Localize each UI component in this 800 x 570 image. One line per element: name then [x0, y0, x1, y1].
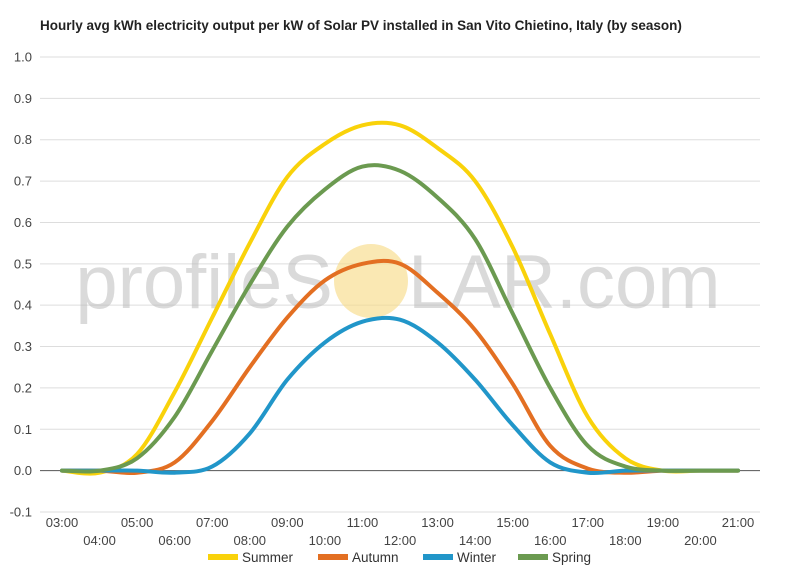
y-tick-label: 0.5 [14, 256, 32, 271]
y-tick-label: 0.9 [14, 91, 32, 106]
legend-swatch [208, 554, 238, 560]
y-tick-label: 0.2 [14, 380, 32, 395]
y-tick-label: 0.6 [14, 215, 32, 230]
y-tick-label: 0.3 [14, 339, 32, 354]
x-tick-label: 08:00 [234, 533, 267, 548]
series-lines [60, 120, 740, 476]
x-tick-label: 04:00 [83, 533, 116, 548]
x-tick-label: 19:00 [647, 515, 680, 530]
x-tick-label: 15:00 [496, 515, 529, 530]
legend-item-autumn: Autumn [318, 550, 399, 565]
y-tick-label: 0.4 [14, 298, 32, 313]
watermark-sun-icon [334, 244, 408, 318]
watermark-text-left: profileS [75, 240, 333, 325]
gridlines [40, 56, 760, 513]
x-tick-label: 13:00 [421, 515, 454, 530]
y-tick-label: -0.1 [10, 505, 32, 520]
x-tick-label: 12:00 [384, 533, 417, 548]
x-tick-label: 21:00 [722, 515, 755, 530]
x-tick-label: 07:00 [196, 515, 229, 530]
watermark-text-right: LAR.com [408, 240, 721, 325]
x-tick-label: 11:00 [347, 515, 379, 530]
x-tick-label: 09:00 [271, 515, 304, 530]
legend-swatch [423, 554, 453, 560]
series-line-autumn [60, 258, 740, 476]
legend-item-summer: Summer [208, 550, 294, 565]
y-tick-label: 0.0 [14, 463, 32, 478]
x-tick-label: 17:00 [572, 515, 605, 530]
y-tick-label: 0.8 [14, 132, 32, 147]
series-line-winter [60, 315, 740, 476]
series-line-summer [60, 120, 740, 476]
x-tick-label: 20:00 [684, 533, 717, 548]
legend-item-spring: Spring [518, 550, 591, 565]
x-tick-label: 18:00 [609, 533, 642, 548]
y-tick-label: 1.0 [14, 50, 32, 65]
y-tick-label: 0.1 [14, 422, 32, 437]
x-tick-label: 06:00 [158, 533, 191, 548]
legend-label: Winter [457, 550, 497, 565]
legend-label: Autumn [352, 550, 399, 565]
legend: Summer Autumn Winter Spring [208, 550, 591, 565]
legend-swatch [318, 554, 348, 560]
x-tick-label: 05:00 [121, 515, 154, 530]
x-axis-ticks: 03:00 05:00 07:00 09:00 11:00 13:00 15:00 17:00… [46, 515, 755, 548]
watermark: profileS LAR.com [75, 240, 720, 325]
x-tick-label: 16:00 [534, 533, 567, 548]
legend-label: Spring [552, 550, 591, 565]
legend-label: Summer [242, 550, 294, 565]
legend-swatch [518, 554, 548, 560]
y-axis-ticks: -0.1 0.0 0.1 0.2 0.3 0.4 0.5 0.6 0.7 0.8 0.9 1.0 [10, 50, 32, 520]
x-tick-label: 03:00 [46, 515, 79, 530]
series-line-spring [60, 163, 740, 474]
y-tick-label: 0.7 [14, 174, 32, 189]
chart-title: Hourly avg kWh electricity output per kW… [40, 18, 682, 33]
x-tick-label: 10:00 [309, 533, 342, 548]
legend-item-winter: Winter [423, 550, 497, 565]
x-tick-label: 14:00 [459, 533, 492, 548]
